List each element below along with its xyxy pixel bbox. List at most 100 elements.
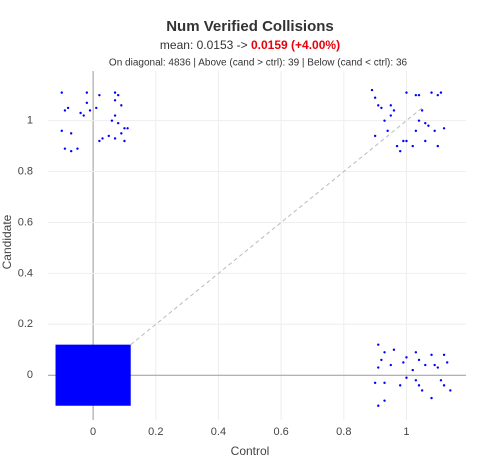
point [411, 368, 414, 372]
point [392, 109, 396, 112]
subtitle-prefix: mean: 0.0153 -> [160, 38, 248, 52]
point [436, 144, 439, 148]
point [113, 91, 117, 94]
point [123, 127, 126, 130]
point [436, 366, 439, 369]
point [373, 381, 377, 385]
point [113, 114, 117, 117]
point [98, 139, 101, 143]
point [424, 363, 427, 367]
point [66, 106, 70, 110]
point [383, 351, 386, 354]
x-axis-title: Control [231, 444, 270, 458]
point [123, 139, 126, 143]
point [398, 384, 402, 387]
chart-subtitle: mean: 0.0153 -> 0.0159 (+4.00%) [160, 38, 340, 52]
point [377, 343, 380, 346]
y-tick-label: 0.6 [18, 216, 33, 228]
point [417, 358, 421, 362]
point [417, 93, 421, 97]
point [383, 399, 386, 402]
point [439, 91, 443, 94]
point [424, 139, 427, 143]
point [370, 88, 374, 92]
point [380, 358, 383, 362]
point [433, 363, 436, 367]
point [405, 356, 408, 359]
point [95, 106, 98, 110]
point [414, 129, 418, 133]
point [63, 109, 67, 112]
point [439, 379, 443, 382]
point [417, 384, 421, 387]
summary: On diagonal: 4836 | Above (cand > ctrl):… [109, 58, 408, 69]
point [383, 119, 386, 122]
point [380, 106, 383, 110]
point [85, 101, 89, 105]
point [398, 149, 402, 153]
point [377, 404, 380, 407]
x-tick-label: 1 [403, 426, 409, 438]
point [392, 348, 396, 351]
y-axis-title: Candidate [0, 214, 14, 269]
point [402, 361, 405, 364]
y-tick-label: 1 [27, 115, 33, 127]
diagonal-line [130, 107, 423, 346]
point [427, 124, 430, 127]
point [69, 132, 73, 135]
x-tick-label: 0.2 [148, 426, 163, 438]
x-tick-label: 0 [90, 426, 96, 438]
point [430, 91, 433, 94]
point [389, 114, 392, 117]
chart-title: Num Verified Collisions [166, 18, 334, 35]
point [436, 93, 439, 97]
x-tick-label: 0.4 [211, 426, 226, 438]
dense-points [55, 344, 131, 406]
point [414, 379, 418, 382]
point [402, 139, 405, 143]
point [411, 144, 414, 148]
point [420, 109, 424, 112]
point [60, 91, 63, 94]
point [107, 134, 110, 138]
point [395, 144, 399, 148]
point [120, 104, 123, 107]
point [377, 366, 380, 369]
point [420, 389, 424, 392]
point [113, 137, 117, 140]
point [60, 129, 63, 133]
point [101, 137, 104, 140]
point [63, 147, 67, 150]
point [442, 353, 446, 357]
point [110, 119, 114, 122]
point [386, 129, 389, 133]
y-tick-label: 0 [27, 369, 33, 381]
point [120, 132, 123, 135]
point [373, 96, 377, 99]
point [383, 381, 386, 385]
subtitle-highlight: 0.0159 (+4.00%) [251, 38, 340, 52]
point [449, 389, 452, 392]
point [82, 114, 85, 117]
point [389, 104, 392, 107]
point [405, 376, 408, 379]
y-tick-label: 0.2 [18, 318, 33, 330]
point [433, 129, 436, 133]
x-tick-label: 0.6 [273, 426, 288, 438]
point [417, 119, 421, 122]
point [430, 353, 433, 357]
point [424, 121, 427, 125]
point [430, 396, 433, 400]
point [79, 111, 82, 115]
point [116, 93, 120, 97]
point [126, 127, 129, 130]
point [113, 99, 117, 102]
point [377, 104, 380, 107]
point [116, 121, 120, 125]
point [85, 91, 89, 94]
point [445, 361, 449, 364]
x-tick-label: 0.8 [336, 426, 351, 438]
point [389, 363, 392, 367]
point [69, 149, 73, 153]
